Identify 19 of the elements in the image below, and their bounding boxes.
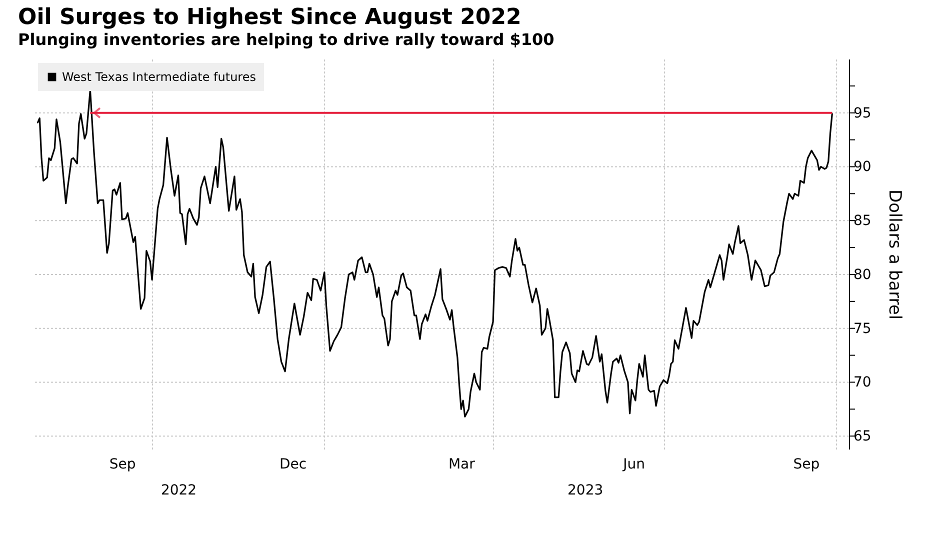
y-tick-label: 95 [854,105,872,122]
x-tick-label: Mar [448,456,476,472]
legend-label: West Texas Intermediate futures [62,70,256,84]
y-tick-label: 90 [854,159,872,176]
chart-title: Oil Surges to Highest Since August 2022 [18,5,522,30]
y-tick-label: 85 [854,213,872,230]
y-tick-label: 70 [854,374,872,391]
y-tick-label: 80 [854,266,872,283]
x2-tick-label: 2023 [568,482,604,498]
x-tick-label: Sep [793,456,820,472]
x-tick-label: Jun [622,456,645,472]
x-tick-label: Sep [109,456,136,472]
x-tick-label: Dec [280,456,307,472]
y-axis-title: Dollars a barrel [884,189,904,320]
y-tick-label: 65 [854,428,872,445]
chart-subtitle: Plunging inventories are helping to drive rally toward $100 [18,30,554,49]
line-series [36,89,833,418]
x2-tick-label: 2022 [160,482,197,498]
y-tick-label: 75 [854,320,872,337]
